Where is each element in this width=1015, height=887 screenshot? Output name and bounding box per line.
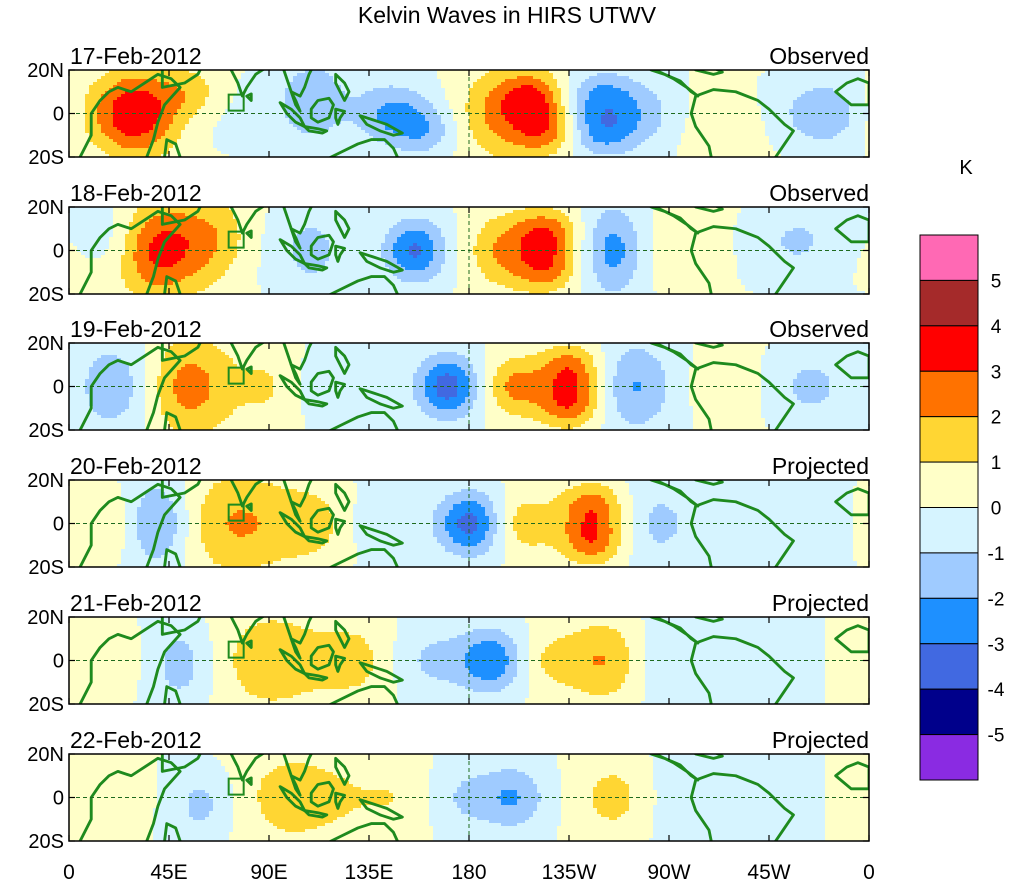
reference-box — [227, 93, 245, 112]
panel-type-label: Projected — [772, 727, 869, 753]
y-tick-label: 20N — [27, 333, 64, 355]
colorbar-swatch — [919, 416, 979, 463]
map-panel: 20N 0 20S 20-Feb-2012 Projected — [27, 453, 870, 579]
colorbar-swatch — [919, 507, 979, 554]
y-tick-label: 20N — [27, 197, 64, 219]
colorbar-swatch — [919, 552, 979, 599]
colorbar-label: 0 — [991, 499, 1002, 520]
panel-date: 20-Feb-2012 — [70, 453, 202, 479]
panel-type-label: Observed — [769, 180, 869, 206]
colorbar-label: 1 — [991, 453, 1002, 474]
y-tick-label: 20N — [27, 470, 64, 492]
y-tick-label: 20N — [27, 60, 64, 82]
x-tick-label: 90E — [250, 861, 287, 884]
map-panel: 20N 0 20S 18-Feb-2012 Observed — [27, 180, 870, 306]
colorbar-swatch — [919, 461, 979, 509]
colorbar-swatch — [919, 643, 979, 690]
y-tick-label: 0 — [53, 377, 64, 399]
colorbar-label: -2 — [988, 589, 1005, 610]
colorbar-swatch — [919, 279, 979, 327]
reference-box — [227, 503, 245, 522]
colorbar-swatch — [919, 370, 979, 418]
y-tick-label: 20S — [28, 147, 64, 169]
map-panel: 20N 0 20S 22-Feb-2012 Projected — [27, 727, 870, 853]
colorbar-swatch — [919, 597, 979, 645]
y-tick-label: 0 — [53, 651, 64, 673]
x-tick-label: 135E — [344, 861, 393, 884]
colorbar-label: 2 — [991, 408, 1002, 429]
map-panel: 20N 0 20S 17-Feb-2012 Observed — [27, 43, 870, 169]
x-tick-label: 45E — [150, 861, 187, 884]
panel-date: 22-Feb-2012 — [70, 727, 202, 753]
panel-type-label: Projected — [772, 453, 869, 479]
colorbar-swatch — [919, 234, 979, 281]
colorbar-label: -5 — [988, 726, 1005, 747]
anomaly-field — [69, 343, 869, 430]
panel-type-label: Projected — [772, 590, 869, 616]
colorbar-swatch — [919, 734, 979, 781]
y-tick-label: 0 — [53, 104, 64, 126]
x-tick-label: 0 — [63, 861, 75, 884]
y-tick-label: 0 — [53, 788, 64, 810]
panel-date: 17-Feb-2012 — [70, 43, 202, 69]
panel-date: 19-Feb-2012 — [70, 316, 202, 342]
colorbar-label: -3 — [988, 635, 1005, 656]
x-tick-label: 45W — [747, 861, 790, 884]
y-tick-label: 20S — [28, 420, 64, 442]
y-tick-label: 20S — [28, 557, 64, 579]
y-tick-label: 20N — [27, 744, 64, 766]
y-tick-label: 20S — [28, 284, 64, 306]
y-tick-label: 20N — [27, 607, 64, 629]
longitude-axis: 0 45E 90E 135E 180 135W 90W 45W 0 — [63, 861, 875, 884]
reference-box — [227, 230, 245, 249]
colorbar: 5 4 3 2 1 0 -1 -2 -3 -4 -5 K — [919, 157, 1005, 781]
y-tick-label: 20S — [28, 831, 64, 853]
colorbar-label: 4 — [991, 317, 1002, 338]
colorbar-label: -1 — [988, 544, 1005, 565]
x-tick-label: 0 — [863, 861, 875, 884]
colorbar-label: 3 — [991, 362, 1002, 383]
map-panels: 20N 0 20S 17-Feb-2012 Observed 20N 0 20S 18-Feb-… — [27, 43, 870, 853]
colorbar-label: 5 — [991, 271, 1002, 292]
colorbar-swatch — [919, 688, 979, 736]
map-panel: 20N 0 20S 21-Feb-2012 Projected — [27, 590, 870, 716]
anomaly-field — [69, 207, 869, 294]
panel-type-label: Observed — [769, 43, 869, 69]
reference-box — [227, 777, 245, 796]
y-tick-label: 0 — [53, 514, 64, 536]
reference-box — [227, 366, 245, 385]
colorbar-label: -4 — [988, 680, 1005, 701]
panel-date: 18-Feb-2012 — [70, 180, 202, 206]
x-tick-label: 180 — [451, 861, 486, 884]
map-panel: 20N 0 20S 19-Feb-2012 Observed — [27, 316, 870, 442]
x-tick-label: 135W — [542, 861, 597, 884]
colorbar-units: K — [959, 157, 973, 179]
x-tick-label: 90W — [647, 861, 690, 884]
figure-title: Kelvin Waves in HIRS UTWV — [358, 2, 657, 28]
colorbar-swatch — [919, 325, 979, 372]
y-tick-label: 0 — [53, 241, 64, 263]
panel-date: 21-Feb-2012 — [70, 590, 202, 616]
y-tick-label: 20S — [28, 694, 64, 716]
reference-box — [227, 640, 245, 659]
panel-type-label: Observed — [769, 316, 869, 342]
